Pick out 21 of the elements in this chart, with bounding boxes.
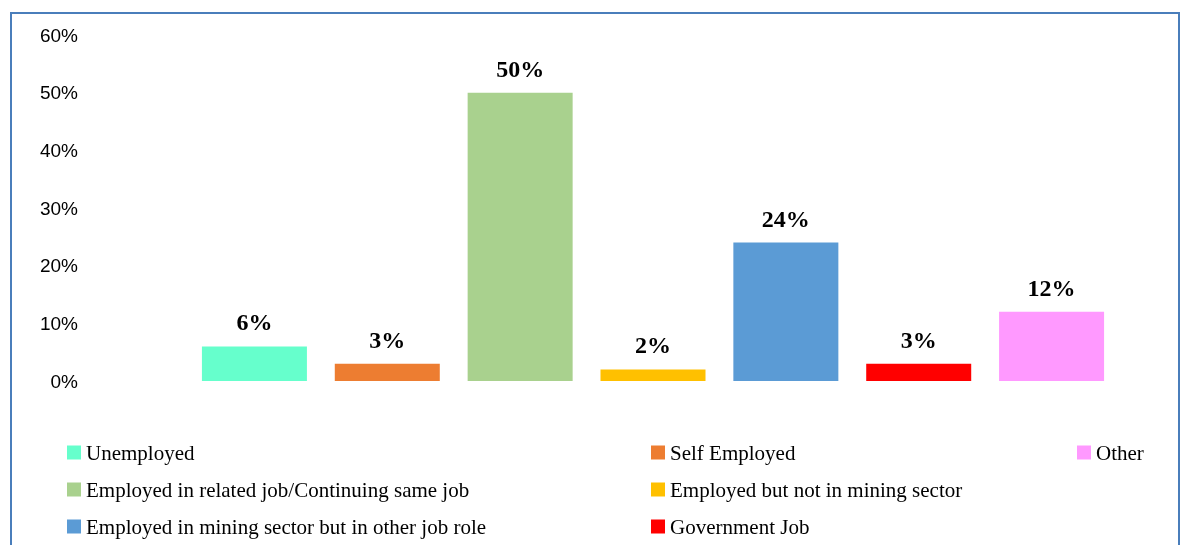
legend-label: Government Job	[670, 514, 810, 539]
legend-label: Employed in mining sector but in other job role	[86, 514, 487, 539]
y-tick-label: 30%	[39, 197, 79, 219]
y-tick-label: 20%	[39, 255, 79, 277]
y-tick-label: 0%	[50, 370, 79, 392]
legend-label: Self Employed	[670, 440, 796, 465]
legend-label: Employed in related job/Continuing same job	[86, 477, 470, 502]
data-label: 6%	[236, 309, 273, 336]
y-tick-label: 40%	[39, 139, 79, 161]
y-tick-label: 10%	[39, 312, 79, 334]
legend-label: Unemployed	[86, 440, 195, 465]
data-label: 3%	[369, 326, 406, 353]
legend-label: Employed but not in mining sector	[670, 477, 963, 502]
data-label: 3%	[900, 326, 937, 353]
y-tick-label: 60%	[39, 24, 79, 46]
legend-label: Other	[1096, 440, 1144, 465]
y-tick-label: 50%	[39, 82, 79, 104]
data-label: 12%	[1027, 274, 1076, 301]
data-label: 50%	[496, 55, 545, 82]
data-label: 24%	[761, 205, 810, 232]
data-label: 2%	[635, 332, 671, 359]
